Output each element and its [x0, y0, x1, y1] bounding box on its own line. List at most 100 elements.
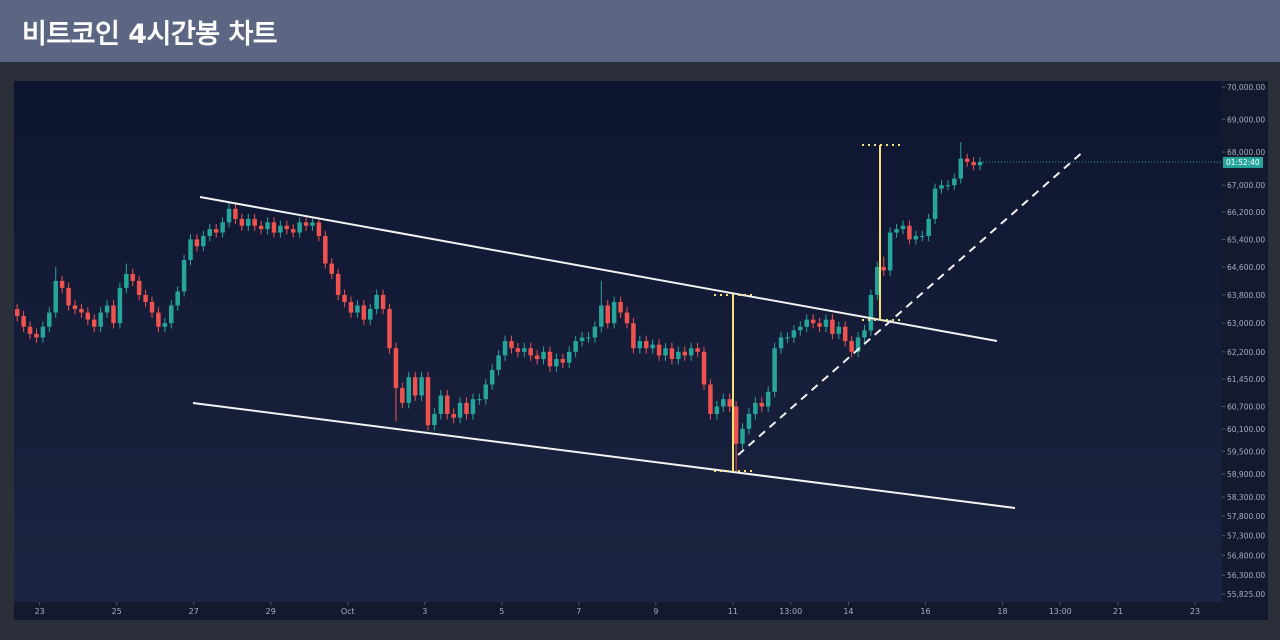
candle-body — [246, 218, 251, 226]
y-tick-label: 60,700.00 — [1227, 403, 1265, 412]
candle-body — [329, 263, 334, 274]
candle-body — [682, 351, 688, 356]
candle-body — [380, 294, 386, 310]
candle-body — [79, 309, 84, 313]
x-tick-label: 3 — [422, 607, 427, 616]
y-tick-label: 61,450.00 — [1227, 375, 1265, 384]
candle-body — [958, 158, 964, 179]
candle-body — [53, 280, 58, 313]
channel-line — [199, 196, 998, 342]
candle-body — [136, 280, 142, 295]
candle-body — [522, 348, 527, 352]
candle-body — [669, 348, 675, 360]
candle-body — [624, 312, 630, 324]
y-tick-label: 60,100.00 — [1227, 425, 1265, 434]
candle-body — [226, 208, 232, 223]
candle-body — [477, 399, 482, 401]
candle-body — [169, 305, 174, 324]
candle-body — [977, 161, 983, 166]
candle-body — [952, 178, 957, 186]
y-tick-label: 57,800.00 — [1227, 512, 1265, 521]
y-tick-label: 70,000.00 — [1227, 83, 1265, 92]
candle-body — [464, 402, 469, 414]
candle-body — [432, 413, 437, 426]
candle-body — [913, 235, 919, 240]
candle-body — [451, 413, 456, 418]
plot-area — [14, 81, 1222, 602]
x-tick-label: 21 — [1113, 607, 1123, 616]
y-tick-label: 63,000.00 — [1227, 319, 1265, 328]
candle-body — [515, 348, 521, 352]
candle-body — [104, 305, 110, 313]
candle-body — [425, 377, 431, 426]
candle-body — [252, 218, 257, 226]
candle-body — [554, 359, 559, 367]
y-tick-label: 62,200.00 — [1227, 348, 1265, 357]
candle-body — [181, 260, 187, 292]
candle-body — [791, 330, 797, 338]
candle-body — [701, 351, 707, 385]
candle-body — [59, 280, 65, 288]
candle-body — [412, 377, 418, 396]
candle-body — [592, 326, 598, 338]
candle-body — [348, 301, 354, 313]
drawings — [192, 144, 1086, 509]
candle-body — [117, 287, 123, 324]
candle-body — [560, 359, 566, 363]
candle-body — [740, 428, 745, 444]
x-axis-area — [14, 602, 1268, 620]
candle-body — [34, 333, 39, 338]
candle-body — [772, 348, 777, 392]
y-tick-label: 68,000.00 — [1227, 148, 1265, 157]
candle-body — [599, 305, 604, 327]
candle-body — [207, 229, 213, 236]
candle-body — [868, 294, 874, 331]
candle-body — [823, 319, 829, 327]
candle-body — [586, 337, 591, 339]
y-tick-label: 66,200.00 — [1227, 208, 1265, 217]
y-tick-label: 56,300.00 — [1227, 571, 1265, 580]
candle-body — [303, 222, 309, 226]
candle-body — [374, 294, 379, 310]
candle-body — [804, 319, 809, 327]
candle-body — [297, 222, 302, 233]
candle-body — [945, 185, 951, 187]
candle-body — [342, 294, 347, 302]
candle-body — [855, 337, 861, 352]
candle-body — [438, 395, 444, 414]
candle-body — [971, 161, 976, 166]
candle-body — [765, 391, 771, 407]
candle-body — [361, 305, 367, 320]
candle-body — [964, 158, 970, 162]
candle-body — [656, 344, 662, 356]
candle-body — [547, 351, 553, 367]
y-tick-label: 58,900.00 — [1227, 470, 1265, 479]
candle-body — [631, 323, 636, 349]
y-tick-label: 69,000.00 — [1227, 115, 1265, 124]
candle-body — [40, 326, 46, 338]
trend-line — [737, 149, 1086, 456]
candle-body — [143, 294, 148, 302]
candle-body — [27, 326, 33, 334]
candle-body — [335, 273, 341, 295]
candle-body — [489, 369, 495, 385]
candle-body — [483, 384, 489, 400]
candle-body — [98, 312, 103, 327]
candle-body — [727, 399, 732, 407]
candle-body — [778, 337, 784, 349]
candle-body — [290, 229, 296, 233]
candle-body — [887, 232, 893, 271]
candle-body — [188, 239, 193, 261]
candle-body — [91, 319, 97, 327]
candle-body — [316, 222, 322, 236]
candle-body — [753, 402, 758, 414]
candle-body — [810, 319, 816, 324]
candle-body — [688, 348, 694, 356]
candle-body — [528, 348, 533, 356]
candle-body — [650, 344, 655, 349]
candle-body — [721, 399, 726, 407]
header: 비트코인 4시간봉 차트 — [0, 0, 1280, 62]
candle-body — [663, 348, 668, 356]
candle-body — [14, 309, 20, 317]
